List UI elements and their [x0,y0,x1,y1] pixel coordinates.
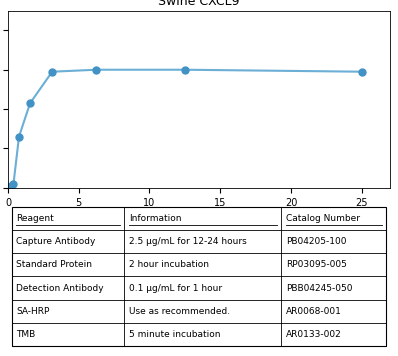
Text: AR0133-002: AR0133-002 [286,330,342,339]
Text: Reagent: Reagent [16,214,54,223]
Text: Detection Antibody: Detection Antibody [16,283,104,293]
Text: AR0068-001: AR0068-001 [286,307,342,316]
Text: RP03095-005: RP03095-005 [286,260,347,269]
Text: TMB: TMB [16,330,35,339]
Text: Use as recommended.: Use as recommended. [129,307,230,316]
Text: PB04205-100: PB04205-100 [286,237,347,246]
Text: 2 hour incubation: 2 hour incubation [129,260,209,269]
Text: 0.1 μg/mL for 1 hour: 0.1 μg/mL for 1 hour [129,283,222,293]
Text: Information: Information [129,214,181,223]
Text: Catalog Number: Catalog Number [286,214,360,223]
Text: SA-HRP: SA-HRP [16,307,50,316]
Text: PBB04245-050: PBB04245-050 [286,283,353,293]
Title: Swine CXCL9: Swine CXCL9 [158,0,240,8]
Text: Capture Antibody: Capture Antibody [16,237,96,246]
Text: Standard Protein: Standard Protein [16,260,92,269]
Text: 2.5 μg/mL for 12-24 hours: 2.5 μg/mL for 12-24 hours [129,237,246,246]
Text: 5 minute incubation: 5 minute incubation [129,330,220,339]
X-axis label: Protein (ng/mL): Protein (ng/mL) [156,213,242,223]
